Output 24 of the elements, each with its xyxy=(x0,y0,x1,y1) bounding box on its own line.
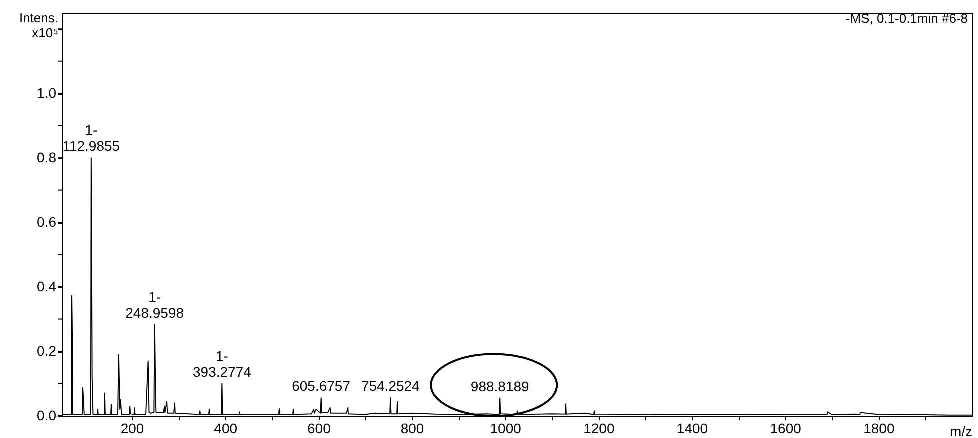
y-tick-label: 0.0 xyxy=(37,408,57,424)
x-tick-label: 800 xyxy=(400,420,424,436)
annotation: 605.6757 xyxy=(292,378,351,394)
y-tick-label: 1.0 xyxy=(37,85,57,102)
x-tick-label: 400 xyxy=(214,420,238,436)
annotation: -MS, 0.1-0.1min #6-8 xyxy=(846,11,968,26)
y-tick-label: 0.4 xyxy=(37,278,57,295)
y-tick-label: 0.2 xyxy=(37,343,57,360)
annotation: 754.2524 xyxy=(361,378,420,394)
x-tick-label: 1000 xyxy=(490,420,522,436)
y-tick-label: 0.6 xyxy=(37,214,57,230)
x-tick-label: 600 xyxy=(307,420,332,436)
x-tick-label: 1200 xyxy=(584,420,615,436)
x-tick-label: 200 xyxy=(120,420,144,436)
annotation: 988.8189 xyxy=(470,378,530,394)
x-tick-label: 1600 xyxy=(770,420,802,436)
annotation: 1- 112.9855 xyxy=(62,122,120,154)
x-tick-label: 1400 xyxy=(676,420,708,436)
y-axis-title: Intens. x10⁵ xyxy=(19,10,58,40)
y-tick-label: 0.8 xyxy=(37,150,57,166)
x-axis-title: m/z xyxy=(950,424,972,438)
annotation: 1- 248.9598 xyxy=(126,288,184,321)
x-tick-label: 1800 xyxy=(864,420,895,436)
annotation: 1- 393.2774 xyxy=(192,348,252,380)
